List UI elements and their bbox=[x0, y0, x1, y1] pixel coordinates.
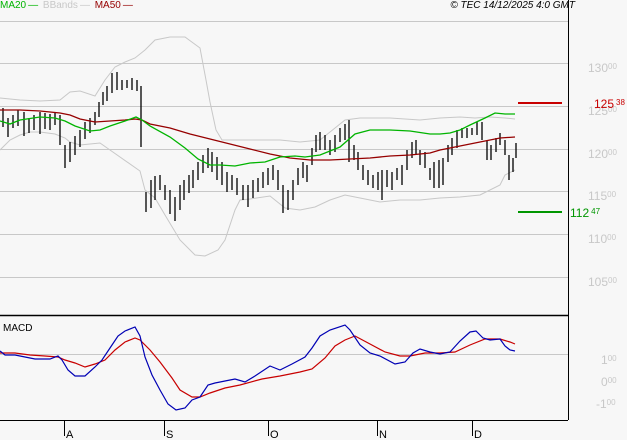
x-label-aug: A bbox=[66, 429, 74, 440]
support-value: 112 47 bbox=[570, 206, 601, 220]
x-label-oct: O bbox=[270, 429, 279, 440]
x-label-dec: D bbox=[474, 429, 482, 440]
x-label-sep: S bbox=[166, 429, 173, 440]
bollinger-bands bbox=[0, 36, 516, 257]
y-label-125: 12500 bbox=[588, 104, 617, 118]
macd-line bbox=[0, 324, 516, 411]
macd-title: MACD bbox=[3, 323, 33, 334]
y-label-130: 13000 bbox=[588, 61, 617, 75]
ohlc-bars bbox=[2, 72, 517, 221]
price-gridlines bbox=[0, 21, 568, 278]
y-label-120: 12000 bbox=[588, 147, 617, 161]
y-label-105: 10500 bbox=[588, 275, 617, 289]
x-axis-ticks bbox=[64, 421, 473, 436]
legend: MA20— BBands — MA50— bbox=[0, 0, 135, 14]
macd-y-label-0: 000 bbox=[601, 375, 617, 389]
macd-y-axis: 100 000 -100 bbox=[596, 353, 617, 411]
copyright-timestamp: © TEC 14/12/2025 4:0 GMT bbox=[450, 0, 575, 11]
macd-y-label-minus1: -100 bbox=[596, 397, 616, 411]
price-y-axis: 13000 12500 12000 11500 11000 10500 bbox=[588, 61, 617, 289]
y-label-115: 11500 bbox=[588, 189, 617, 203]
ma20-line bbox=[0, 112, 515, 167]
y-label-110: 11000 bbox=[588, 232, 617, 246]
legend-bbands: BBands — bbox=[42, 0, 90, 11]
legend-ma50: MA50— bbox=[94, 0, 133, 11]
legend-ma20: MA20— bbox=[0, 0, 39, 11]
x-label-nov: N bbox=[379, 429, 387, 440]
resistance-value: 125 38 bbox=[594, 97, 625, 111]
x-axis-labels: A S O N D bbox=[66, 429, 482, 440]
macd-y-label-1: 100 bbox=[601, 353, 617, 367]
ma50-line bbox=[0, 109, 516, 161]
macd-signal-line bbox=[0, 335, 516, 398]
